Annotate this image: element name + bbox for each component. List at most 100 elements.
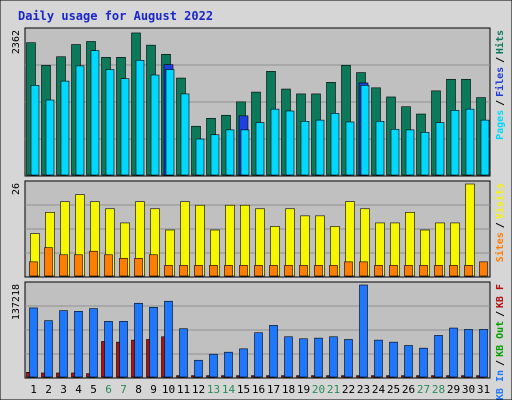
bar-pages-day-8 bbox=[135, 60, 145, 176]
bar-sites-day-17 bbox=[269, 265, 278, 277]
bar-sites-day-25 bbox=[389, 265, 398, 277]
bar-sites-day-24 bbox=[374, 265, 383, 277]
bar-kbin-day-8 bbox=[134, 302, 143, 378]
legend-separator: / bbox=[495, 311, 506, 317]
bar-kbin-day-9 bbox=[149, 306, 158, 378]
legend-kb-out: KB Out bbox=[495, 321, 506, 357]
day-label-10: 10 bbox=[162, 383, 175, 396]
bar-kbin-day-25 bbox=[389, 341, 398, 378]
legend-kb-f: KB F bbox=[495, 284, 506, 308]
bar-pages-day-9 bbox=[150, 74, 160, 176]
day-label-9: 9 bbox=[150, 383, 157, 396]
bar-kbin-day-16 bbox=[254, 332, 263, 378]
bar-kbin-day-27 bbox=[419, 347, 428, 378]
bar-pages-day-16 bbox=[255, 122, 265, 176]
bar-kbin-day-24 bbox=[374, 339, 383, 378]
day-label-25: 25 bbox=[387, 383, 400, 396]
bar-pages-day-17 bbox=[270, 108, 280, 176]
bar-kbin-day-18 bbox=[284, 336, 293, 378]
bar-sites-day-19 bbox=[299, 265, 308, 277]
bar-sites-day-16 bbox=[254, 265, 263, 277]
day-label-26: 26 bbox=[402, 383, 415, 396]
bar-pages-day-2 bbox=[45, 99, 55, 176]
panel-mid-max-label: 26 bbox=[11, 183, 22, 195]
bar-sites-day-2 bbox=[44, 247, 53, 277]
legend-separator: / bbox=[495, 100, 506, 106]
bar-sites-day-27 bbox=[419, 265, 428, 277]
bar-pages-day-12 bbox=[195, 138, 205, 176]
bar-sites-day-13 bbox=[209, 265, 218, 277]
bar-sites-day-29 bbox=[449, 265, 458, 277]
bar-sites-day-28 bbox=[434, 265, 443, 277]
bar-kbin-day-4 bbox=[74, 310, 83, 378]
bar-pages-day-20 bbox=[315, 119, 325, 176]
panel-top-max-label: 2362 bbox=[11, 30, 22, 54]
bar-sites-day-30 bbox=[464, 265, 473, 277]
bar-kbin-day-5 bbox=[89, 308, 98, 378]
bar-sites-day-12 bbox=[194, 265, 203, 277]
panel-hits-files-pages: 2362 Hits / Files / Pages bbox=[11, 27, 506, 177]
day-label-12: 12 bbox=[192, 383, 205, 396]
bar-sites-day-6 bbox=[104, 254, 113, 277]
day-label-2: 2 bbox=[45, 383, 52, 396]
bar-kbin-day-1 bbox=[29, 307, 38, 378]
panel-kb: 137218 KB F/KB Out/KB In bbox=[11, 281, 506, 400]
panel-bottom-max-label: 137218 bbox=[11, 284, 22, 320]
bar-sites-day-5 bbox=[89, 250, 98, 277]
bar-kbin-day-22 bbox=[344, 339, 353, 378]
day-label-30: 30 bbox=[462, 383, 475, 396]
day-label-22: 22 bbox=[342, 383, 355, 396]
day-label-11: 11 bbox=[177, 383, 190, 396]
legend-hits: Hits bbox=[494, 30, 506, 54]
bar-pages-day-27 bbox=[420, 132, 430, 176]
bar-pages-day-6 bbox=[105, 69, 115, 176]
bar-pages-day-3 bbox=[60, 80, 70, 176]
day-label-4: 4 bbox=[75, 383, 82, 396]
bar-pages-day-23 bbox=[360, 85, 370, 176]
bar-kbin-day-15 bbox=[239, 348, 248, 378]
day-label-20: 20 bbox=[312, 383, 325, 396]
legend-separator: / bbox=[495, 222, 506, 228]
bar-pages-day-21 bbox=[330, 113, 340, 176]
x-axis-day-labels: 1 2 3 4 5 6 7 8 9 10 11 12 13 14 15 16 17 18 19 20 21 22 23 24 2… bbox=[30, 383, 490, 396]
bar-pages-day-7 bbox=[120, 78, 130, 176]
legend-separator: / bbox=[495, 360, 506, 366]
bar-sites-day-1 bbox=[29, 261, 38, 277]
bar-sites-day-8 bbox=[134, 258, 143, 277]
bar-pages-day-26 bbox=[405, 129, 415, 176]
bar-pages-day-31 bbox=[480, 119, 490, 176]
bar-kbin-day-23 bbox=[359, 284, 368, 378]
bar-pages-day-18 bbox=[285, 110, 295, 176]
day-label-31: 31 bbox=[477, 383, 490, 396]
bar-pages-day-30 bbox=[465, 108, 475, 176]
day-label-18: 18 bbox=[282, 383, 295, 396]
day-label-8: 8 bbox=[135, 383, 142, 396]
bar-pages-day-5 bbox=[90, 50, 100, 176]
bar-sites-day-3 bbox=[59, 254, 68, 277]
bar-pages-day-14 bbox=[225, 129, 235, 176]
bar-pages-day-1 bbox=[30, 85, 40, 176]
day-label-27: 27 bbox=[417, 383, 430, 396]
day-label-29: 29 bbox=[447, 383, 460, 396]
day-label-17: 17 bbox=[267, 383, 280, 396]
bar-kbin-day-19 bbox=[299, 338, 308, 378]
bar-kbin-day-30 bbox=[464, 329, 473, 378]
bar-sites-day-21 bbox=[329, 265, 338, 277]
bar-visits-day-11 bbox=[180, 201, 190, 277]
bar-pages-day-28 bbox=[435, 122, 445, 176]
bar-kbin-day-26 bbox=[404, 345, 413, 378]
bar-kbin-day-6 bbox=[104, 321, 113, 378]
bar-kbin-day-31 bbox=[479, 329, 488, 378]
day-label-28: 28 bbox=[432, 383, 445, 396]
bar-pages-day-4 bbox=[75, 65, 85, 176]
day-label-5: 5 bbox=[90, 383, 97, 396]
day-label-3: 3 bbox=[60, 383, 67, 396]
bar-kbin-day-21 bbox=[329, 336, 338, 378]
bar-visits-day-30 bbox=[465, 183, 475, 277]
bar-sites-day-23 bbox=[359, 261, 368, 277]
bar-pages-day-22 bbox=[345, 121, 355, 176]
legend-pages: Pages bbox=[495, 110, 506, 140]
day-label-21: 21 bbox=[327, 383, 340, 396]
bar-kbin-day-29 bbox=[449, 327, 458, 378]
